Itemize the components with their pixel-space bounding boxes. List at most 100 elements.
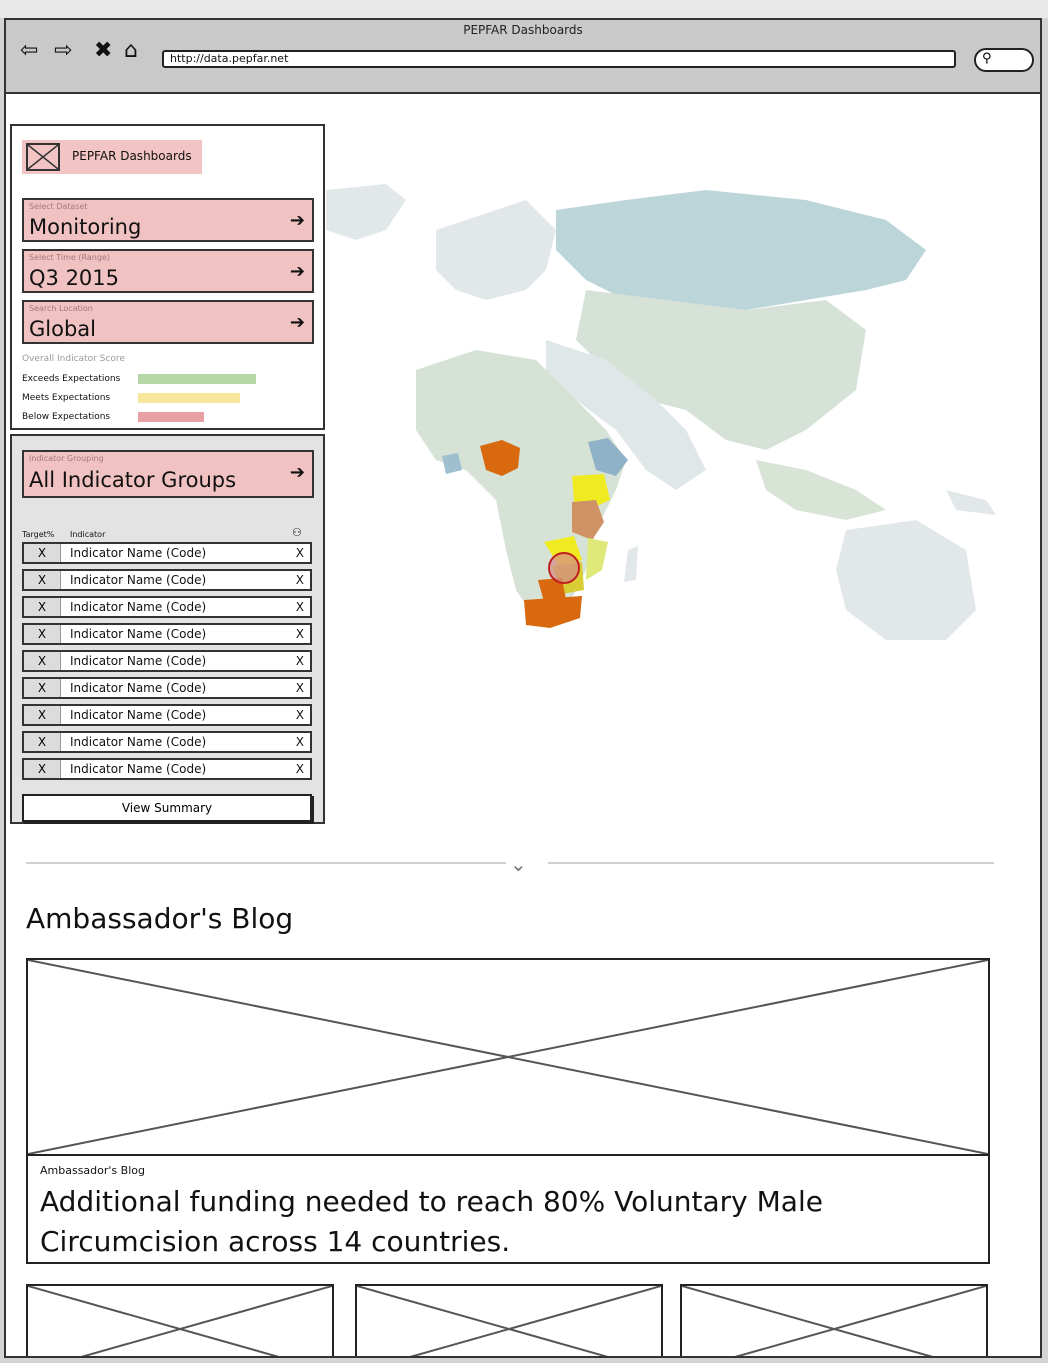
back-icon[interactable]: ⇦ (20, 38, 39, 63)
view-summary-button[interactable]: View Summary (22, 794, 312, 822)
map-country-botswana (538, 578, 566, 602)
indicator-row[interactable]: X Indicator Name (Code) X (22, 731, 312, 753)
window-top-strip (0, 0, 1048, 18)
section-divider-right (548, 862, 994, 864)
legend-bar-below (138, 412, 204, 422)
indicator-name: Indicator Name (Code) (70, 546, 207, 560)
chevron-down-icon[interactable]: ⌄ (510, 852, 527, 876)
remove-indicator-icon[interactable]: X (295, 573, 304, 587)
location-caption: Search Location (29, 304, 93, 313)
arrow-right-icon: ➔ (289, 210, 305, 231)
target-toggle[interactable]: X (24, 598, 61, 616)
blog-thumbnail[interactable] (355, 1284, 663, 1356)
indicator-name: Indicator Name (Code) (70, 654, 207, 668)
target-toggle[interactable]: X (24, 625, 61, 643)
remove-indicator-icon[interactable]: X (295, 600, 304, 614)
map-region-americas (326, 184, 406, 240)
legend-label-exceeds: Exceeds Expectations (22, 374, 121, 384)
arrow-right-icon: ➔ (289, 462, 305, 483)
brand[interactable]: PEPFAR Dashboards (22, 140, 202, 174)
logo-placeholder-icon (26, 143, 60, 171)
map-country-tanzania (572, 500, 604, 540)
section-divider-left (26, 862, 506, 864)
time-select[interactable]: Select Time (Range) Q3 2015 ➔ (22, 249, 314, 293)
hero-image-placeholder (28, 960, 988, 1154)
people-icon: ⚇ (292, 526, 302, 539)
target-toggle[interactable]: X (24, 571, 61, 589)
remove-indicator-icon[interactable]: X (295, 654, 304, 668)
target-toggle[interactable]: X (24, 679, 61, 697)
indicator-row[interactable]: X Indicator Name (Code) X (22, 758, 312, 780)
grouping-caption: Indicator Grouping (29, 454, 104, 463)
legend-label-meets: Meets Expectations (22, 393, 111, 403)
location-search[interactable]: Search Location Global ➔ (22, 300, 314, 344)
time-value: Q3 2015 (29, 266, 120, 290)
remove-indicator-icon[interactable]: X (295, 708, 304, 722)
indicator-grouping-select[interactable]: Indicator Grouping All Indicator Groups … (22, 450, 314, 498)
remove-indicator-icon[interactable]: X (295, 546, 304, 560)
score-title: Overall Indicator Score (22, 354, 125, 364)
map-selection-marker (548, 552, 580, 584)
target-toggle[interactable]: X (24, 706, 61, 724)
url-bar[interactable]: http://data.pepfar.net (162, 50, 956, 68)
indicator-name: Indicator Name (Code) (70, 762, 207, 776)
map-country-ethiopia (588, 438, 628, 476)
legend-bar-exceeds (138, 374, 256, 384)
forward-icon[interactable]: ⇨ (54, 38, 73, 63)
target-toggle[interactable]: X (24, 733, 61, 751)
indicator-row[interactable]: X Indicator Name (Code) X (22, 569, 312, 591)
remove-indicator-icon[interactable]: X (295, 681, 304, 695)
remove-indicator-icon[interactable]: X (295, 627, 304, 641)
world-map[interactable] (326, 170, 1006, 670)
indicator-name: Indicator Name (Code) (70, 627, 207, 641)
indicator-row[interactable]: X Indicator Name (Code) X (22, 650, 312, 672)
home-icon[interactable]: ⌂ (124, 38, 138, 63)
map-region-australia (836, 520, 976, 640)
browser-chrome: PEPFAR Dashboards ⇦ ⇨ ✖ ⌂ http://data.pe… (6, 20, 1040, 94)
blog-section-title: Ambassador's Blog (26, 902, 294, 935)
filter-panel: PEPFAR Dashboards Select Dataset Monitor… (10, 124, 325, 430)
map-country-east-africa-yellow (572, 474, 610, 510)
map-region-southeast-asia (756, 460, 886, 520)
indicator-row[interactable]: X Indicator Name (Code) X (22, 623, 312, 645)
indicator-row[interactable]: X Indicator Name (Code) X (22, 677, 312, 699)
arrow-right-icon: ➔ (289, 261, 305, 282)
indicator-name: Indicator Name (Code) (70, 681, 207, 695)
target-toggle[interactable]: X (24, 760, 61, 778)
dataset-value: Monitoring (29, 215, 142, 239)
time-caption: Select Time (Range) (29, 253, 110, 262)
map-region-asia (576, 290, 866, 450)
grouping-value: All Indicator Groups (29, 468, 237, 492)
target-toggle[interactable]: X (24, 652, 61, 670)
map-region-russia (556, 190, 926, 310)
map-region-europe (436, 200, 556, 300)
map-country-nigeria (480, 440, 520, 476)
target-toggle[interactable]: X (24, 544, 61, 562)
blog-thumbnail[interactable] (26, 1284, 334, 1356)
indicator-name: Indicator Name (Code) (70, 708, 207, 722)
blog-caption: Ambassador's Blog Additional funding nee… (28, 1154, 988, 1262)
map-region-madagascar (624, 546, 638, 582)
map-country-west-africa-blue (442, 453, 462, 474)
arrow-right-icon: ➔ (289, 312, 305, 333)
legend-label-below: Below Expectations (22, 412, 111, 422)
map-country-south-africa (524, 596, 582, 628)
blog-hero-card[interactable]: Ambassador's Blog Additional funding nee… (26, 958, 990, 1264)
indicator-panel: Indicator Grouping All Indicator Groups … (10, 434, 325, 824)
indicator-row[interactable]: X Indicator Name (Code) X (22, 596, 312, 618)
map-region-pacific (946, 490, 996, 515)
indicator-name: Indicator Name (Code) (70, 573, 207, 587)
dataset-select[interactable]: Select Dataset Monitoring ➔ (22, 198, 314, 242)
map-country-mozambique (586, 538, 608, 580)
remove-indicator-icon[interactable]: X (295, 735, 304, 749)
window-title: PEPFAR Dashboards (463, 23, 583, 37)
indicator-row[interactable]: X Indicator Name (Code) X (22, 542, 312, 564)
remove-indicator-icon[interactable]: X (295, 762, 304, 776)
blog-headline[interactable]: Additional funding needed to reach 80% V… (40, 1185, 823, 1258)
indicator-row[interactable]: X Indicator Name (Code) X (22, 704, 312, 726)
search-icon: ⚲ (982, 51, 992, 66)
blog-caption-label: Ambassador's Blog (40, 1164, 145, 1177)
blog-thumbnail[interactable] (680, 1284, 988, 1356)
browser-search[interactable]: ⚲ (974, 48, 1034, 72)
stop-icon[interactable]: ✖ (94, 38, 113, 63)
